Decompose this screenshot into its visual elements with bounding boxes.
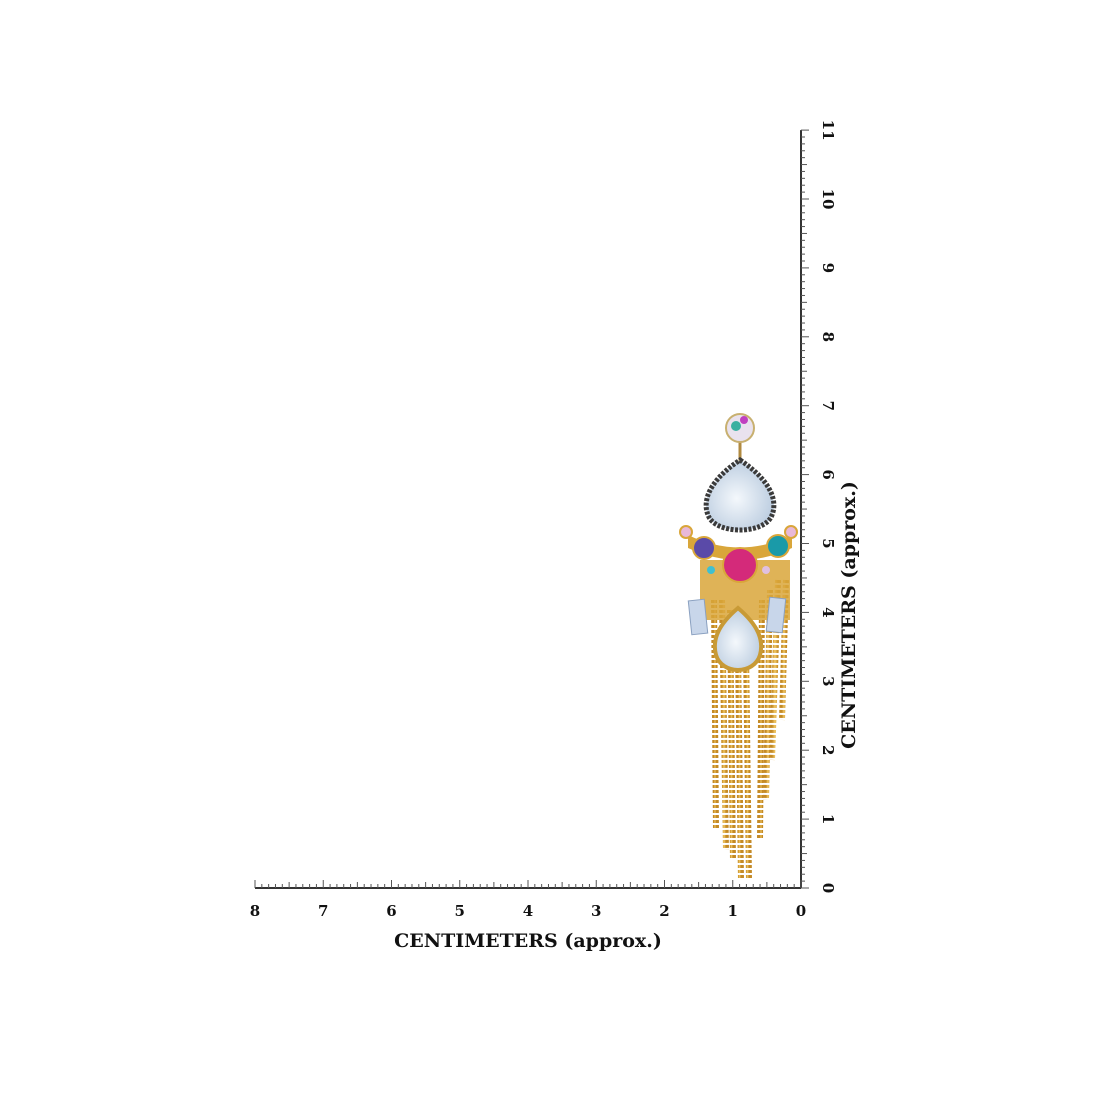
opal-teardrop-bottom (712, 605, 764, 672)
y-tick-label: 0 (819, 883, 837, 893)
teal-stone (766, 534, 790, 558)
y-tick-label: 7 (819, 400, 837, 410)
baguette-left (687, 598, 709, 636)
pink-stone (722, 547, 758, 583)
y-tick-label: 10 (819, 189, 837, 210)
y-tick-label: 9 (819, 263, 837, 273)
y-tick-label: 11 (819, 120, 837, 141)
y-tick-label: 4 (819, 607, 837, 617)
x-tick-label: 5 (455, 902, 465, 920)
y-tick-label: 2 (819, 745, 837, 755)
x-axis-label: CENTIMETERS (approx.) (394, 930, 662, 952)
opal-teardrop-top (703, 456, 777, 533)
baguette-right (765, 596, 787, 634)
x-tick-label: 7 (318, 902, 328, 920)
x-tick-label: 0 (796, 902, 806, 920)
x-tick-label: 3 (591, 902, 601, 920)
y-tick-label: 5 (819, 538, 837, 548)
y-tick-label: 1 (819, 814, 837, 824)
purple-stone (692, 536, 716, 560)
y-axis-label: CENTIMETERS (approx.) (838, 481, 860, 749)
y-tick-label: 3 (819, 676, 837, 686)
x-tick-label: 1 (728, 902, 738, 920)
x-tick-label: 8 (250, 902, 260, 920)
x-tick-label: 2 (659, 902, 669, 920)
y-tick-label: 6 (819, 469, 837, 479)
y-tick-label: 8 (819, 332, 837, 342)
earring-image (679, 413, 798, 881)
x-tick-label: 4 (523, 902, 533, 920)
x-tick-label: 6 (386, 902, 396, 920)
